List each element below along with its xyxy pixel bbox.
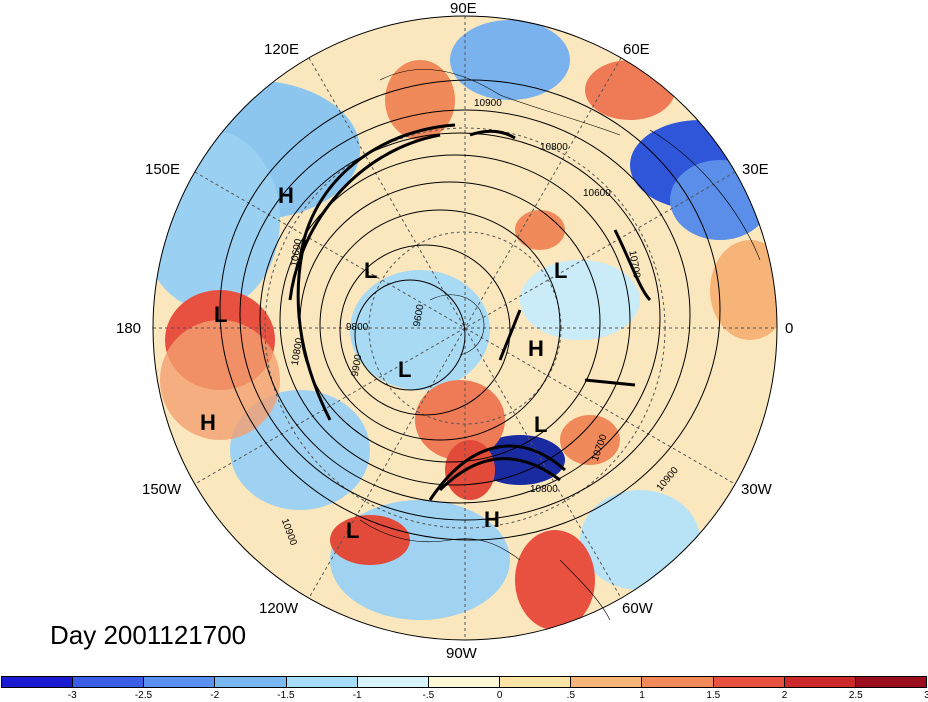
lon-label-60e: 60E (623, 41, 650, 58)
contour-label: 10600 (289, 238, 305, 268)
colorbar-tick-label: -2 (210, 690, 220, 701)
high-label: H (484, 507, 500, 532)
colorbar-swatch (357, 677, 429, 687)
colorbar-tick-label: -1 (352, 690, 362, 701)
lon-label-180: 180 (116, 320, 142, 337)
colorbar-tick-label: 0 (496, 690, 503, 701)
colorbar-swatch (500, 677, 572, 687)
colorbar-tick-label: -1.5 (277, 690, 295, 701)
lon-label-90e: 90E (450, 0, 477, 17)
colorbar-tick-label: 1 (639, 690, 645, 701)
colorbar-tick-labels: -3 -2.5 -2 -1.5 -1 -.5 0 .5 1 1.5 2 2.5 3 (0, 690, 928, 702)
high-label: H (278, 183, 294, 208)
contour-label: 10800 (540, 142, 568, 153)
colorbar-swatch (784, 677, 856, 687)
high-label: H (528, 336, 544, 361)
colorbar-swatch (286, 677, 358, 687)
pressure-system-labels: H L L H L L H L H L (200, 183, 567, 543)
colorbar-swatch (855, 677, 927, 687)
colorbar-swatch (2, 677, 74, 687)
colorbar-swatch (713, 677, 785, 687)
colorbar (1, 676, 927, 688)
colorbar-swatch (642, 677, 714, 687)
low-label: L (534, 412, 547, 437)
contour-label: 10600 (583, 188, 611, 199)
colorbar-swatch (571, 677, 643, 687)
contour-label: 10800 (290, 337, 306, 367)
colorbar-swatch (144, 677, 216, 687)
contour-label: 10700 (626, 250, 642, 280)
colorbar-tick-label: .5 (566, 690, 576, 701)
lon-label-90w: 90W (446, 645, 477, 662)
colorbar-tick-label: -.5 (422, 690, 435, 701)
colorbar-swatch (428, 677, 501, 687)
contour-label: 10800 (530, 484, 558, 495)
low-label: L (364, 258, 377, 283)
lon-label-150w: 150W (142, 481, 182, 498)
low-label: L (214, 302, 227, 327)
lon-label-30e: 30E (742, 161, 769, 178)
colorbar-tick-label: 3 (924, 690, 928, 701)
colorbar-tick-label: -2.5 (134, 690, 153, 701)
lon-label-120e: 120E (264, 41, 300, 58)
colorbar-swatch (215, 677, 287, 687)
contour-label: 10900 (474, 98, 502, 109)
lon-label-150e: 150E (145, 161, 181, 178)
contour-label: 9800 (346, 322, 369, 333)
colorbar-tick-label: 1.5 (706, 690, 721, 701)
contour-label: 9600 (412, 303, 427, 327)
height-contours (219, 79, 721, 541)
jet-stream-contours (288, 123, 652, 501)
colorbar-tick-label: -3 (67, 690, 77, 701)
low-label: L (554, 258, 567, 283)
colorbar-tick-label: 2.5 (848, 690, 863, 701)
contour-label: 9900 (350, 353, 365, 377)
high-label: H (200, 410, 216, 435)
lon-label-0: 0 (785, 320, 794, 337)
lon-label-120w: 120W (259, 600, 299, 617)
low-label: L (398, 357, 411, 382)
colorbar-tick-label: 2 (781, 690, 788, 701)
low-label: L (346, 518, 359, 543)
colorbar-swatch (73, 677, 145, 687)
lon-label-60w: 60W (622, 600, 653, 617)
day-title: Day 2001121700 (50, 620, 247, 650)
coastlines (359, 69, 761, 621)
lon-label-30w: 30W (741, 481, 772, 498)
